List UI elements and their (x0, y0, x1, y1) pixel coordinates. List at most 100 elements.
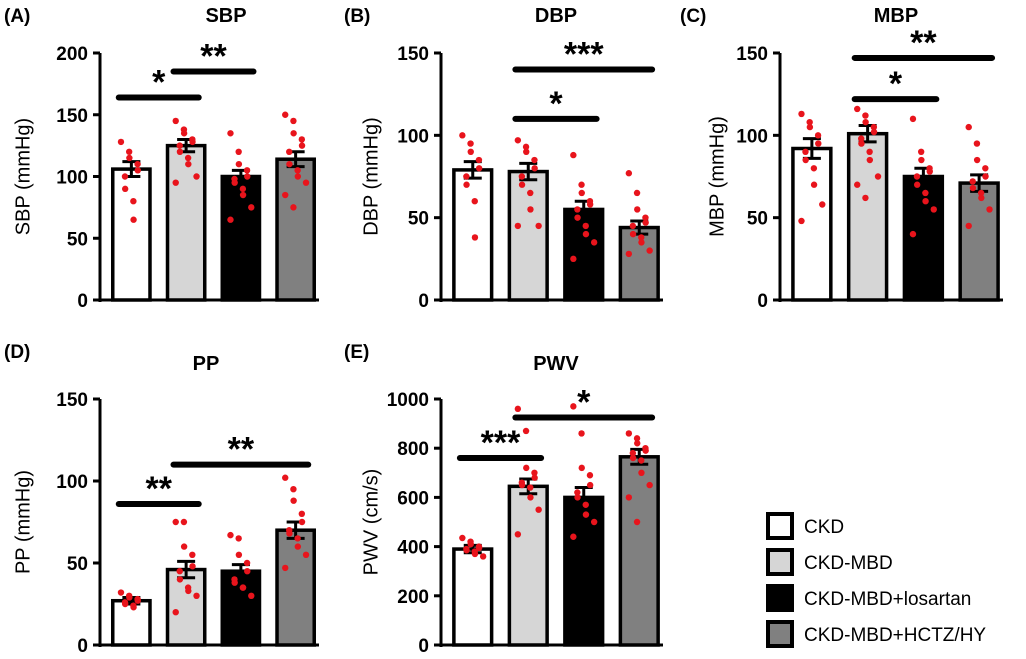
data-point (527, 189, 534, 197)
data-point (629, 454, 637, 462)
data-point (586, 201, 594, 208)
data-point (802, 148, 809, 155)
data-point (290, 204, 297, 211)
data-point (134, 597, 141, 604)
data-point (193, 173, 200, 180)
significance-label: *** (564, 35, 604, 73)
data-point (625, 494, 633, 501)
data-point (870, 128, 878, 136)
data-point (189, 563, 196, 570)
data-point (862, 194, 869, 202)
data-point (590, 239, 598, 246)
data-point (522, 143, 530, 151)
bar-ckd-mbd (165, 143, 207, 302)
data-point (810, 165, 818, 172)
data-point (578, 464, 585, 472)
data-point (634, 440, 641, 447)
data-point (235, 535, 242, 542)
data-point (965, 222, 972, 230)
data-point (475, 156, 483, 164)
data-point (638, 457, 645, 464)
panel-label: (A) (4, 6, 30, 27)
data-point (922, 198, 929, 205)
y-tick-label: 50 (67, 554, 88, 575)
data-point (227, 531, 234, 539)
data-point (965, 123, 972, 131)
data-point (574, 206, 581, 213)
legend-label: CKD-MBD (804, 553, 893, 574)
data-point (638, 239, 645, 246)
data-point (231, 179, 238, 186)
legend-label: CKD-MBD+losartan (804, 589, 971, 610)
data-point (527, 484, 534, 491)
legend-label: CKD-MBD+HCTZ/HY (804, 625, 986, 646)
chart-panel-dbp: (B) DBP DBP (mmHg) 0 50 100 150 **** (344, 5, 663, 312)
data-point (633, 518, 641, 526)
y-tick-label: 200 (397, 587, 429, 608)
data-point (227, 130, 234, 137)
data-point (582, 501, 589, 508)
data-point (638, 469, 645, 476)
y-tick-label: 800 (397, 439, 429, 460)
data-point (134, 160, 141, 168)
data-point (189, 551, 196, 558)
data-point (185, 160, 192, 168)
data-point (294, 173, 302, 180)
data-point (172, 518, 179, 526)
legend-item-ckd-mbd-hctz-hy: CKD-MBD+HCTZ/HY (766, 620, 986, 648)
data-point (574, 489, 581, 496)
bar-ckd-mbd (165, 567, 207, 647)
data-point (471, 198, 478, 205)
legend-item-ckd: CKD (766, 512, 844, 540)
significance-label: * (549, 85, 563, 123)
data-point (582, 222, 589, 230)
data-point (909, 230, 917, 238)
data-point (815, 140, 822, 147)
data-point (189, 138, 196, 146)
data-point (244, 568, 251, 575)
significance-label: ** (228, 431, 255, 469)
bar-ckd-mbd-losartan (563, 495, 605, 647)
y-tick-label: 50 (747, 209, 768, 230)
data-point (806, 123, 814, 131)
data-point (463, 173, 470, 180)
data-point (633, 435, 641, 442)
data-point (130, 198, 137, 205)
y-axis-label: MBP (mmHg) (706, 116, 728, 237)
data-point (590, 518, 598, 526)
data-point (531, 469, 538, 476)
data-point (522, 427, 530, 435)
significance-label: ** (910, 24, 937, 62)
data-point (471, 234, 479, 241)
data-point (866, 148, 873, 155)
data-point (180, 518, 188, 526)
significance-label: * (152, 63, 166, 101)
significance-label: * (577, 383, 591, 421)
legend-item-ckd-mbd: CKD-MBD (766, 548, 893, 576)
data-point (302, 551, 310, 558)
data-point (586, 472, 594, 479)
data-point (235, 148, 242, 155)
data-point (917, 148, 925, 155)
y-tick-label: 100 (56, 168, 88, 189)
y-tick-label: 0 (77, 291, 88, 312)
data-point (798, 217, 805, 225)
data-point (854, 105, 861, 113)
data-point (629, 449, 637, 457)
data-point (570, 533, 577, 540)
data-point (866, 156, 874, 164)
data-point (290, 117, 297, 125)
data-point (248, 592, 255, 599)
y-tick-label: 100 (736, 126, 768, 147)
data-point (459, 534, 466, 542)
legend-item-ckd-mbd-losartan: CKD-MBD+losartan (766, 584, 971, 612)
chart-panel-mbp: (C) MBP MBP (mmHg) 0 50 100 150 *** (680, 5, 1003, 312)
bar-ckd-mbd-hctz-hy (275, 157, 316, 302)
data-point (475, 544, 483, 552)
data-point (479, 553, 487, 560)
y-axis-label: PWV (cm/s) (360, 469, 382, 576)
data-point (802, 156, 809, 164)
